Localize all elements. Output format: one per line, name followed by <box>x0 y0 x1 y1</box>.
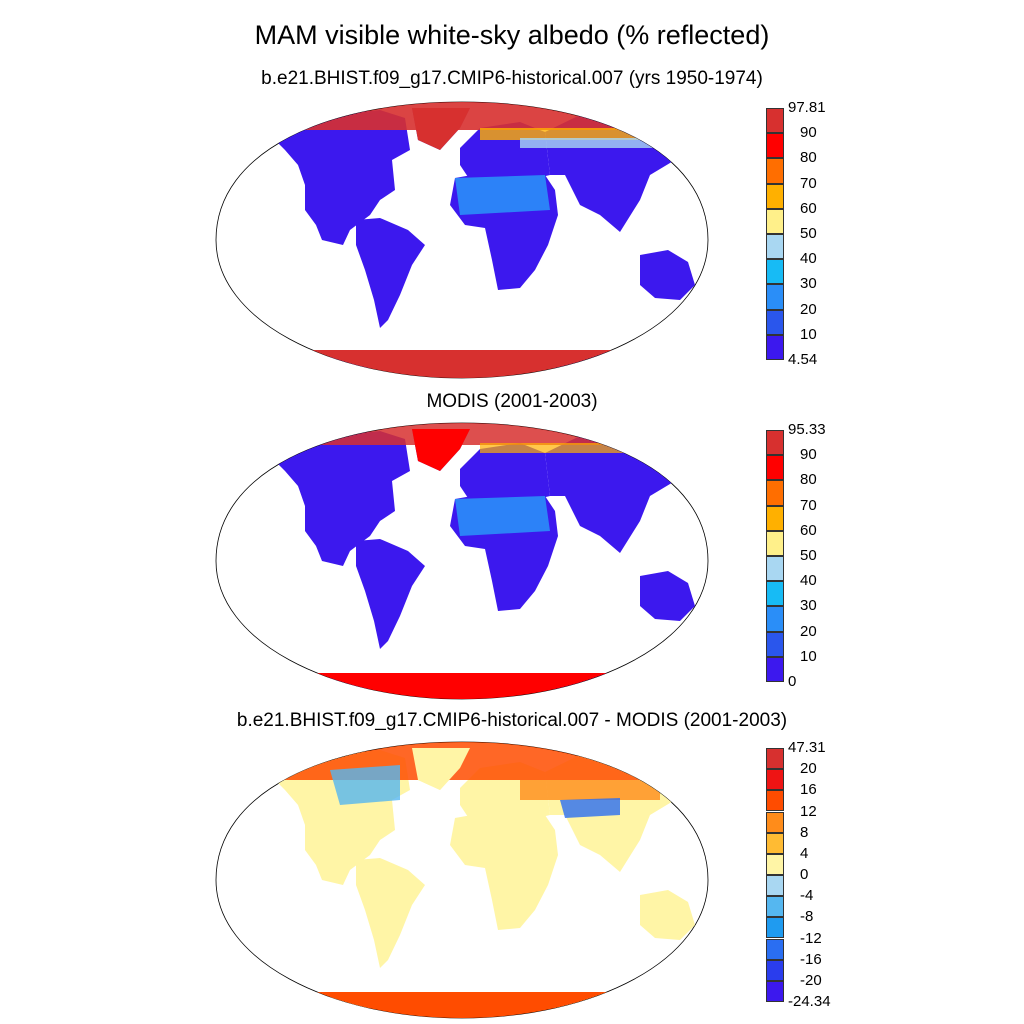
colorbar-label: 10 <box>800 647 817 665</box>
colorbar-box <box>766 133 784 159</box>
colorbar-label: 8 <box>800 823 809 841</box>
colorbar-label: 80 <box>800 471 817 489</box>
colorbar-label: 90 <box>800 446 817 464</box>
colorbar-label: 50 <box>800 225 817 242</box>
colorbar-box <box>766 748 784 770</box>
colorbar-box <box>766 556 784 582</box>
colorbar-label: 97.81 <box>788 99 826 116</box>
map-modis <box>215 422 709 700</box>
colorbar-box <box>766 108 784 134</box>
colorbar-modis <box>766 430 784 682</box>
colorbar-label: 0 <box>800 866 809 883</box>
colorbar-label: 20 <box>800 622 817 640</box>
colorbar-label: 16 <box>800 781 817 799</box>
panel-title-modis: MODIS (2001-2003) <box>426 391 598 412</box>
colorbar-box <box>766 334 784 360</box>
colorbar-label: -20 <box>800 971 822 989</box>
colorbar-box <box>766 853 784 875</box>
colorbar-label: 95.33 <box>788 421 826 438</box>
colorbar-box <box>766 208 784 234</box>
colorbar-label: 70 <box>800 174 817 192</box>
colorbar-box <box>766 811 784 833</box>
colorbar-box <box>766 896 784 918</box>
colorbar-box <box>766 790 784 812</box>
colorbar-label: -24.34 <box>788 993 831 1010</box>
colorbar-box <box>766 606 784 632</box>
colorbar-box <box>766 959 784 981</box>
map-model <box>215 101 709 379</box>
colorbar-box <box>766 259 784 285</box>
colorbar-label: 30 <box>800 275 817 293</box>
colorbar-label: 50 <box>800 547 817 564</box>
colorbar-label: 40 <box>800 572 817 590</box>
colorbar-label: 90 <box>800 124 817 142</box>
colorbar-label: 4 <box>800 844 809 862</box>
colorbar-label: 0 <box>788 673 797 690</box>
colorbar-box <box>766 980 784 1002</box>
colorbar-label: -8 <box>800 908 814 926</box>
colorbar-label: 60 <box>800 521 817 539</box>
colorbar-label: 20 <box>800 760 817 778</box>
colorbar-label: 10 <box>800 325 817 343</box>
colorbar-label: 12 <box>800 802 817 820</box>
panel-title-model: b.e21.BHIST.f09_g17.CMIP6-historical.007… <box>261 68 763 89</box>
colorbar-label: 30 <box>800 597 817 615</box>
panel-title-difference: b.e21.BHIST.f09_g17.CMIP6-historical.007… <box>236 710 788 731</box>
colorbar-box <box>766 938 784 960</box>
colorbar-label: 40 <box>800 250 817 268</box>
colorbar-box <box>766 284 784 310</box>
main-title: MAM visible white-sky albedo (% reflecte… <box>254 20 770 50</box>
colorbar-box <box>766 158 784 184</box>
colorbar-label: 47.31 <box>788 739 826 756</box>
colorbar-label: -12 <box>800 929 822 947</box>
colorbar-box <box>766 234 784 260</box>
colorbar-box <box>766 480 784 506</box>
colorbar-box <box>766 917 784 939</box>
colorbar-box <box>766 656 784 682</box>
map-difference <box>215 741 709 1019</box>
colorbar-box <box>766 631 784 657</box>
colorbar-label: 4.54 <box>788 351 818 368</box>
colorbar-model <box>766 108 784 360</box>
colorbar-box <box>766 875 784 897</box>
colorbar-box <box>766 430 784 456</box>
colorbar-label: 60 <box>800 199 817 217</box>
colorbar-box <box>766 455 784 481</box>
colorbar-box <box>766 530 784 556</box>
colorbar-box <box>766 769 784 791</box>
colorbar-box <box>766 309 784 335</box>
colorbar-label: 70 <box>800 496 817 514</box>
colorbar-box <box>766 505 784 531</box>
colorbar-label: 80 <box>800 149 817 167</box>
colorbar-box <box>766 581 784 607</box>
colorbar-label: 20 <box>800 300 817 318</box>
colorbar-box <box>766 832 784 854</box>
colorbar-label: -16 <box>800 950 822 968</box>
colorbar-box <box>766 183 784 209</box>
colorbar-difference <box>766 748 784 1002</box>
colorbar-label: -4 <box>800 887 814 905</box>
